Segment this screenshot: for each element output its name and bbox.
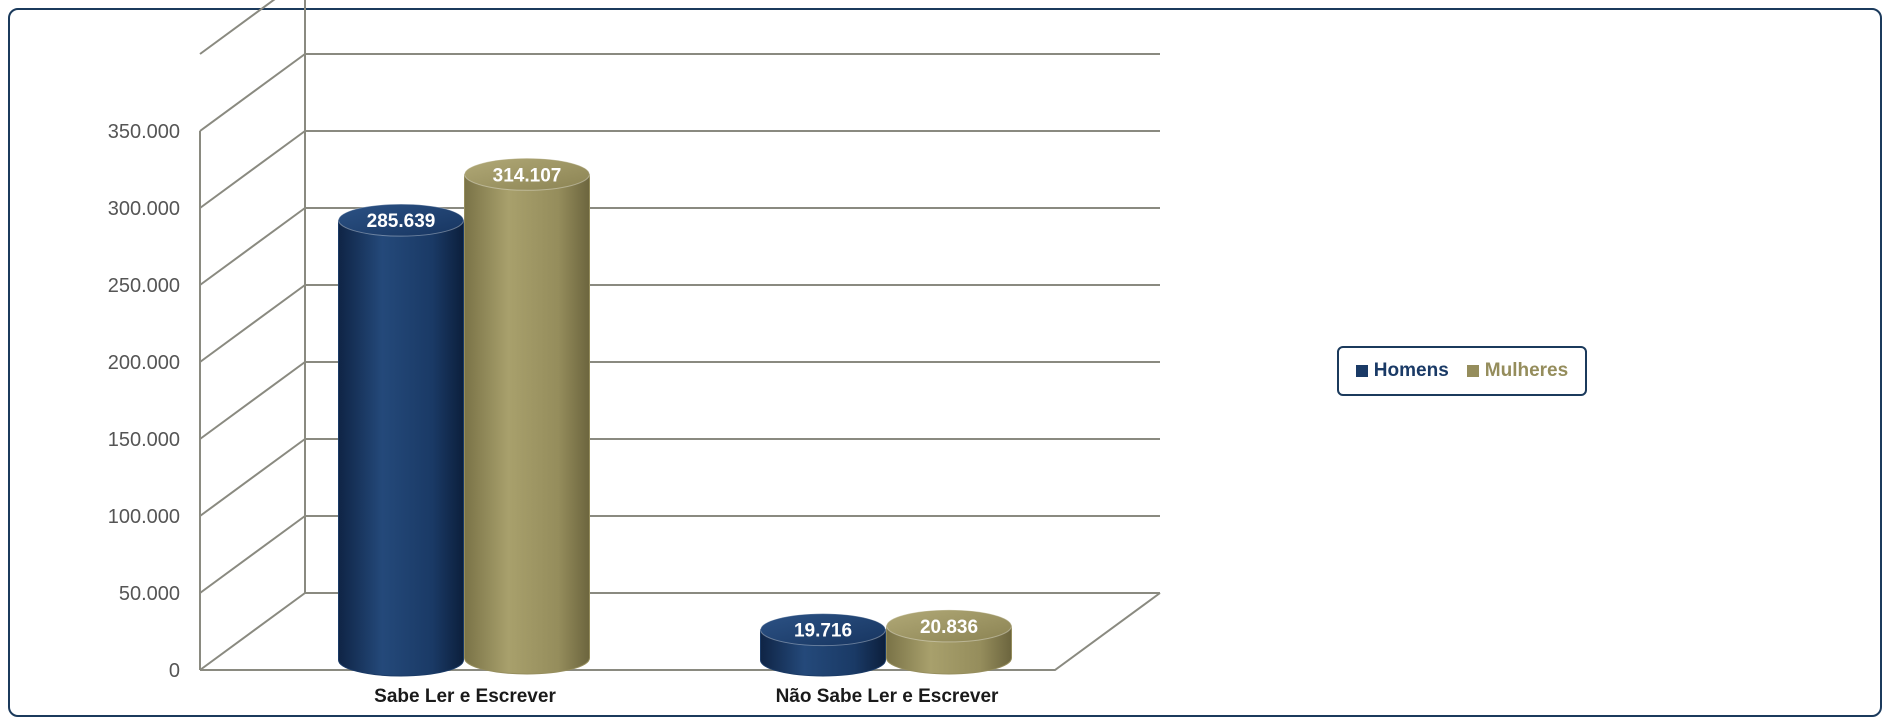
bar-cap-mulheres-1 xyxy=(886,609,1012,643)
side-gridline-1 xyxy=(199,515,306,594)
data-label-mulheres-1: 20.836 xyxy=(920,617,978,638)
legend-label-homens: Homens xyxy=(1373,360,1449,381)
side-gridline-4 xyxy=(199,284,306,363)
y-tick-label-7: 350.000 xyxy=(108,121,180,143)
bar-cap-mulheres-0 xyxy=(464,157,590,191)
side-gridline-3 xyxy=(199,361,306,440)
side-gridline-5 xyxy=(199,207,306,286)
x-tick-label-0: Sabe Ler e Escrever xyxy=(374,686,556,707)
side-gridline-7 xyxy=(199,53,306,132)
y-tick-label-2: 100.000 xyxy=(108,506,180,528)
y-tick-label-1: 50.000 xyxy=(119,583,180,605)
side-gridline-6 xyxy=(199,130,306,209)
bar-cap-homens-0 xyxy=(338,203,464,237)
y-tick-label-0: 0 xyxy=(169,660,180,682)
legend-item-homens: Homens xyxy=(1355,360,1449,382)
side-gridline-0 xyxy=(199,592,306,671)
y-tick-label-4: 200.000 xyxy=(108,352,180,374)
legend-swatch-homens xyxy=(1355,365,1368,377)
data-label-homens-0: 285.639 xyxy=(367,211,436,232)
legend-swatch-mulheres xyxy=(1466,365,1479,377)
legend-item-mulheres: Mulheres xyxy=(1466,360,1569,382)
y-tick-label-6: 300.000 xyxy=(108,198,180,220)
bar-homens-0 xyxy=(338,219,464,677)
side-gridline-2 xyxy=(199,438,306,517)
legend-label-mulheres: Mulheres xyxy=(1484,360,1569,381)
side-gridline-8 xyxy=(199,0,276,55)
y-tick-label-3: 150.000 xyxy=(108,429,180,451)
data-label-mulheres-0: 314.107 xyxy=(493,165,562,186)
chart-legend: Homens Mulheres xyxy=(1337,346,1587,396)
y-tick-label-5: 250.000 xyxy=(108,275,180,297)
data-label-homens-1: 19.716 xyxy=(794,621,852,642)
x-tick-label-1: Não Sabe Ler e Escrever xyxy=(776,686,999,707)
bar-mulheres-0 xyxy=(464,173,590,675)
bar-cap-homens-1 xyxy=(760,613,886,647)
